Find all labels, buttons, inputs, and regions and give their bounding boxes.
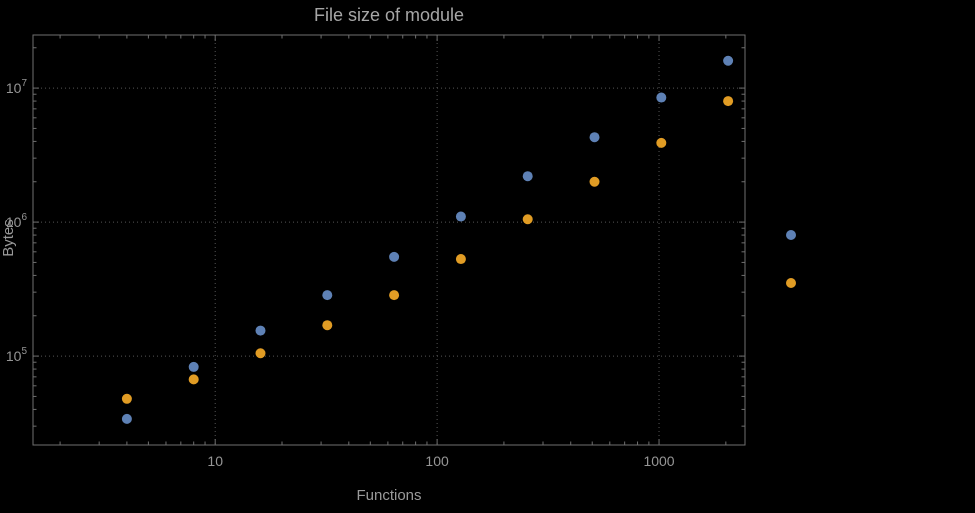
data-point-series-1 bbox=[455, 211, 466, 222]
y-tick-label: 107 bbox=[6, 78, 28, 96]
data-point-series-2 bbox=[121, 393, 132, 404]
data-point-series-1 bbox=[121, 413, 132, 424]
data-point-series-1 bbox=[255, 325, 266, 336]
y-tick-label: 106 bbox=[6, 212, 28, 230]
data-point-series-1 bbox=[188, 361, 199, 372]
data-point-series-2 bbox=[656, 137, 667, 148]
y-tick-label: 105 bbox=[6, 346, 28, 364]
plot-frame bbox=[32, 34, 746, 446]
data-point-series-2 bbox=[322, 320, 333, 331]
data-point-series-1 bbox=[589, 132, 600, 143]
data-point-series-2 bbox=[455, 254, 466, 265]
data-point-series-2 bbox=[522, 214, 533, 225]
legend-marker-2 bbox=[786, 278, 796, 288]
x-axis-label: Functions bbox=[356, 487, 422, 504]
data-point-series-2 bbox=[188, 374, 199, 385]
data-point-series-1 bbox=[522, 171, 533, 182]
data-point-series-1 bbox=[322, 290, 333, 301]
data-point-series-2 bbox=[389, 290, 400, 301]
y-axis-label: Bytes bbox=[0, 219, 17, 257]
data-point-series-2 bbox=[255, 348, 266, 359]
data-point-series-1 bbox=[656, 92, 667, 103]
x-tick-label: 100 bbox=[425, 453, 449, 469]
legend-marker-1 bbox=[786, 230, 796, 240]
x-tick-label: 1000 bbox=[643, 453, 674, 469]
data-point-series-2 bbox=[589, 176, 600, 187]
chart-title: File size of module bbox=[313, 5, 465, 25]
data-point-series-1 bbox=[723, 55, 734, 66]
x-tick-label: 10 bbox=[207, 453, 223, 469]
data-point-series-1 bbox=[389, 251, 400, 262]
data-point-series-2 bbox=[723, 96, 734, 107]
